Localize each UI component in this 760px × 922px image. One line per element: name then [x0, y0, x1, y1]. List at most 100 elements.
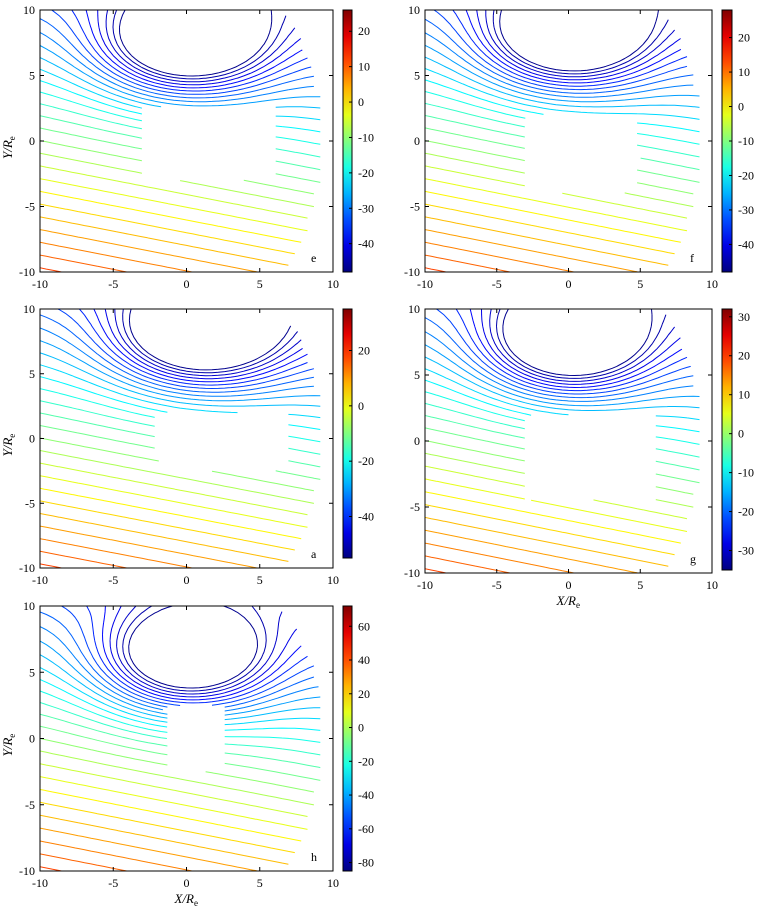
x-tick-label: -5 [492, 277, 502, 291]
contour-line [40, 513, 289, 562]
contour-line [40, 91, 321, 145]
contour-line [71, 10, 308, 92]
contour-line [40, 229, 258, 272]
contour-line [425, 68, 700, 120]
colorbar-tick-label: 20 [738, 349, 750, 363]
contour-line [40, 203, 295, 255]
colorbar-tick-label: -40 [358, 510, 374, 524]
x-tick-label: -5 [108, 277, 118, 291]
contour-line [40, 626, 319, 712]
contour-lines [40, 606, 321, 871]
contour-line [109, 606, 298, 698]
contour-line [502, 309, 653, 376]
y-tick-label: -5 [25, 200, 35, 214]
contour-line [425, 478, 688, 532]
contour-line [425, 229, 639, 272]
y-tick-label: -5 [25, 496, 35, 510]
y-axis-label: Y/Re [0, 434, 17, 457]
x-tick-label: 0 [184, 876, 190, 890]
contour-line [40, 789, 302, 842]
contour-line [40, 801, 295, 854]
contour-line [40, 340, 321, 402]
y-tick-label: 5 [29, 69, 35, 83]
y-tick-label: -10 [404, 566, 420, 580]
contour-line [40, 738, 314, 793]
contour-line [425, 568, 447, 573]
x-tick-label: 5 [637, 578, 643, 592]
contour-line [425, 465, 688, 520]
colorbar-tick-label: -20 [738, 168, 754, 182]
contour-line [425, 440, 694, 495]
contour-line [40, 80, 321, 133]
y-tick-label: 10 [408, 302, 420, 316]
panel-e: -10 -5 0 5 10 -10 -5 0 5 10 e Y/Re 20 10 0 -10 -20 -30 -40 [0, 3, 374, 291]
panel-label: g [690, 552, 696, 566]
colorbar-tick-label: 60 [358, 619, 370, 633]
contour-line [425, 415, 700, 471]
y-tick-label: 10 [408, 3, 420, 17]
contour-line [40, 376, 321, 430]
contour-line [40, 750, 314, 806]
panel-label: f [690, 251, 694, 265]
contour-line [40, 450, 314, 504]
contour-line [40, 462, 308, 516]
contour-line [122, 309, 298, 374]
colorbar [342, 605, 353, 872]
y-tick-label: -10 [19, 561, 35, 575]
colorbar-tick-label: 40 [358, 653, 370, 667]
contour-line [465, 10, 682, 84]
contour-line [40, 666, 321, 726]
colorbar-tick-label: 0 [738, 427, 744, 441]
colorbar-tick-label: 20 [358, 344, 370, 358]
contour-line [51, 10, 312, 95]
colorbar-tick-label: -40 [358, 237, 374, 251]
contour-line [86, 606, 308, 704]
contour-line [40, 241, 193, 272]
contour-line [425, 379, 700, 433]
contour-line [40, 776, 308, 830]
x-tick-label: 5 [637, 277, 643, 291]
contour-line [40, 314, 314, 393]
colorbar-tick-label: -10 [358, 130, 374, 144]
colorbar-tick-label: 20 [738, 31, 750, 45]
y-tick-label: 0 [29, 134, 35, 148]
contour-line [40, 475, 308, 528]
colorbar-tick-label: 0 [358, 721, 364, 735]
contour-line [40, 550, 127, 568]
colorbar [721, 308, 733, 571]
colorbar-tick-label: -10 [738, 134, 754, 148]
contour-lines [40, 10, 321, 272]
x-tick-label: -5 [108, 573, 118, 587]
contour-line [40, 57, 321, 109]
contour-line [40, 827, 258, 871]
colorbar-tick-label: -30 [738, 544, 754, 558]
panel-f: -10 -5 0 5 10 -10 -5 0 5 10 f 20 10 0 -10 -20 -30 -40 [404, 3, 754, 291]
contour-line [40, 18, 314, 99]
contour-line [40, 763, 308, 817]
contour-line [425, 542, 574, 573]
contour-line [128, 606, 258, 689]
colorbar-tick-label: 20 [358, 24, 370, 38]
contour-line [425, 344, 700, 407]
contour-line [425, 555, 511, 573]
colorbar-tick-label: -40 [358, 788, 374, 802]
contour-line [40, 127, 321, 183]
contour-line [425, 368, 700, 421]
contour-line [40, 103, 321, 158]
contour-line [105, 10, 296, 83]
x-tick-label: -10 [417, 578, 433, 592]
y-tick-label: -5 [410, 200, 420, 214]
panel-a: -10 -5 0 5 10 -10 -5 0 5 10 a Y/Re 20 0 -20 -40 [0, 302, 374, 587]
contour-line [489, 309, 676, 382]
panel-label: a [311, 547, 317, 561]
y-tick-label: 0 [29, 732, 35, 746]
colorbar-tick-label: -40 [738, 237, 754, 251]
contour-line [40, 115, 321, 171]
contour-line [112, 10, 287, 80]
contour-line [40, 690, 321, 743]
contour-line [40, 152, 314, 208]
contour-line [128, 309, 292, 371]
contour-line [40, 525, 258, 568]
contour-line [40, 538, 193, 568]
contour-lines [425, 309, 700, 573]
